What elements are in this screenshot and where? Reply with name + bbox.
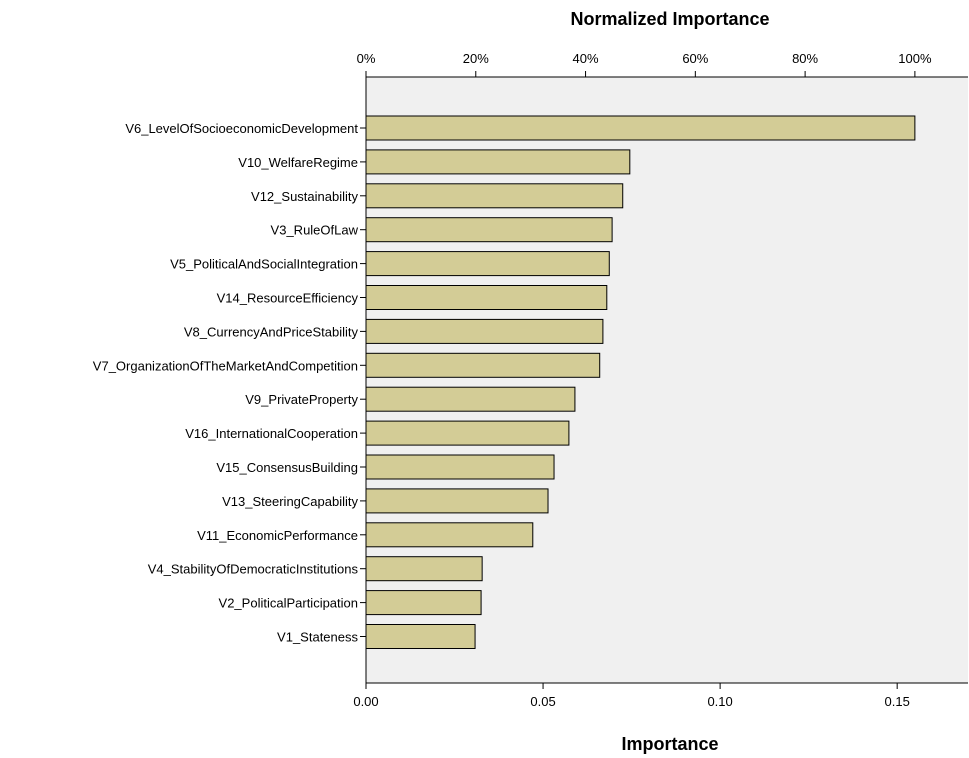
x-axis-title: Importance bbox=[621, 734, 718, 754]
category-label: V7_OrganizationOfTheMarketAndCompetition bbox=[93, 358, 358, 373]
top-tick-label: 0% bbox=[357, 51, 376, 66]
axes bbox=[365, 76, 968, 684]
plot-area bbox=[366, 77, 968, 683]
bar bbox=[365, 420, 570, 446]
category-label: V12_Sustainability bbox=[251, 189, 358, 204]
top-tick-label: 40% bbox=[573, 51, 599, 66]
bar bbox=[365, 522, 534, 548]
category-label: V10_WelfareRegime bbox=[238, 155, 358, 170]
top-axis-title: Normalized Importance bbox=[570, 9, 769, 29]
category-label: V11_EconomicPerformance bbox=[197, 528, 358, 543]
bar bbox=[365, 556, 483, 582]
bar bbox=[365, 183, 624, 209]
category-label: V16_InternationalCooperation bbox=[185, 426, 358, 441]
category-labels: V6_LevelOfSocioeconomicDevelopment V10_We… bbox=[93, 121, 366, 645]
x-tick-label: 0.10 bbox=[707, 694, 732, 709]
category-label: V4_StabilityOfDemocraticInstitutions bbox=[148, 562, 359, 577]
bar bbox=[365, 251, 610, 277]
category-label: V3_RuleOfLaw bbox=[271, 223, 359, 238]
bar bbox=[365, 352, 601, 378]
bar bbox=[365, 115, 916, 141]
category-label: V6_LevelOfSocioeconomicDevelopment bbox=[125, 121, 358, 136]
top-tick-label: 80% bbox=[792, 51, 818, 66]
top-axis-ticks: 0% 20% 40% 60% 80% 100% bbox=[357, 51, 932, 77]
top-tick-label: 60% bbox=[682, 51, 708, 66]
bar bbox=[365, 624, 476, 649]
x-tick-label: 0.05 bbox=[530, 694, 555, 709]
bar bbox=[365, 318, 604, 344]
category-label: V5_PoliticalAndSocialIntegration bbox=[170, 257, 358, 272]
category-label: V1_Stateness bbox=[277, 630, 358, 645]
bar bbox=[365, 590, 482, 616]
bar bbox=[365, 217, 613, 243]
bar bbox=[365, 285, 608, 310]
category-label: V2_PoliticalParticipation bbox=[219, 596, 358, 611]
top-tick-label: 20% bbox=[463, 51, 489, 66]
bar bbox=[365, 149, 631, 175]
category-label: V14_ResourceEfficiency bbox=[217, 291, 359, 306]
x-tick-label: 0.15 bbox=[885, 694, 910, 709]
bar bbox=[365, 386, 576, 412]
category-label: V8_CurrencyAndPriceStability bbox=[184, 324, 359, 339]
x-axis-ticks: 0.00 0.05 0.10 0.15 bbox=[353, 683, 910, 709]
bars bbox=[365, 115, 916, 649]
category-label: V9_PrivateProperty bbox=[245, 392, 358, 407]
bar bbox=[365, 488, 549, 514]
category-label: V15_ConsensusBuilding bbox=[216, 460, 358, 475]
x-tick-label: 0.00 bbox=[353, 694, 378, 709]
top-tick-label: 100% bbox=[898, 51, 932, 66]
category-label: V13_SteeringCapability bbox=[222, 494, 358, 509]
bar bbox=[365, 454, 555, 480]
